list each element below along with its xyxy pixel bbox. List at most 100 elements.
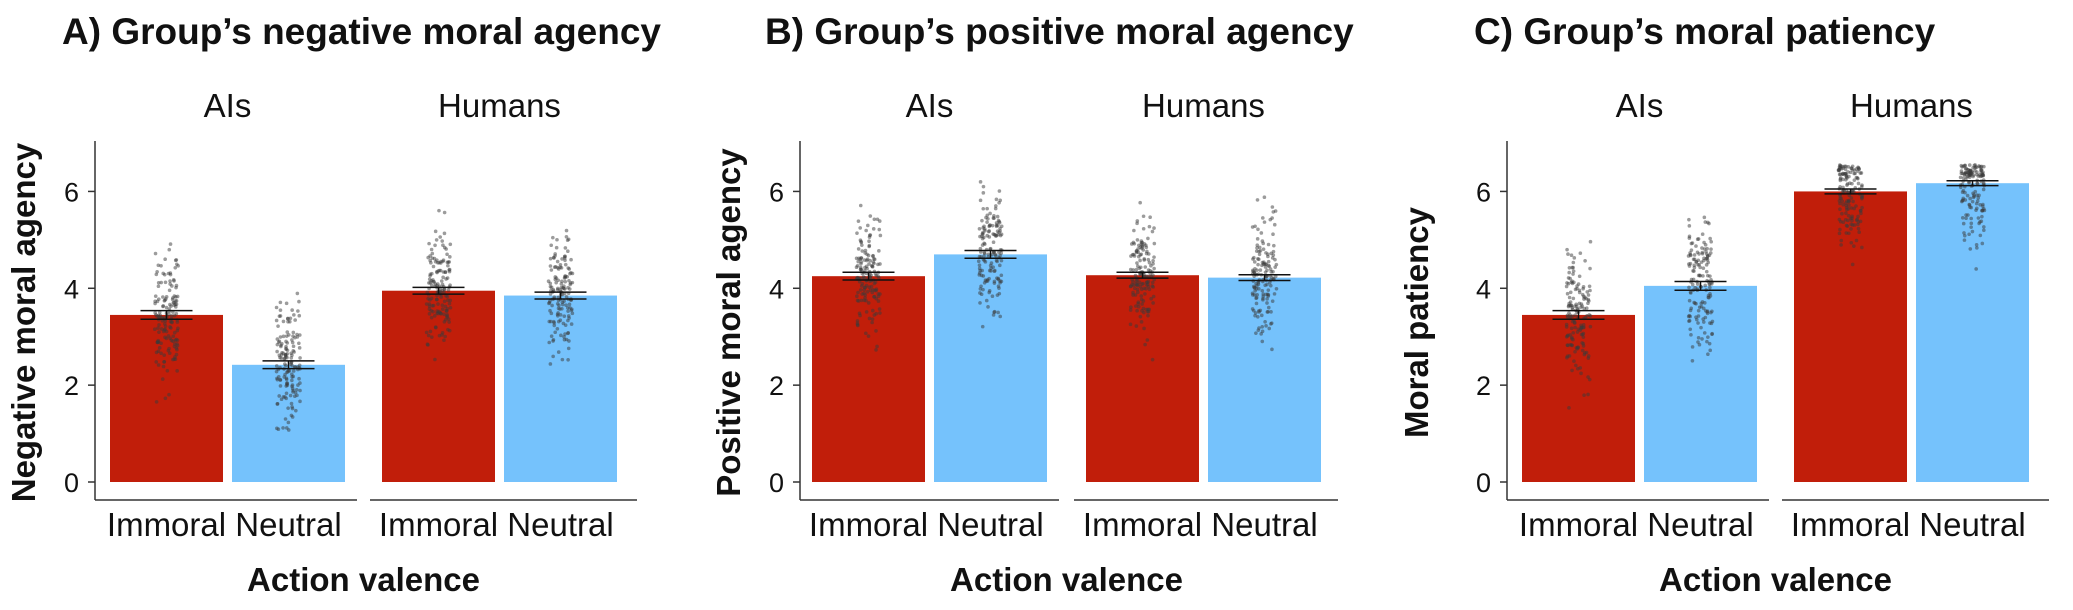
raw-point (165, 368, 170, 373)
raw-point (284, 391, 289, 396)
raw-point (163, 297, 168, 301)
raw-point (1575, 330, 1580, 334)
raw-point (1977, 221, 1981, 226)
raw-point (1567, 354, 1572, 358)
raw-point (156, 263, 161, 268)
raw-point (1709, 239, 1714, 244)
raw-point (563, 262, 568, 267)
raw-point (1564, 322, 1569, 327)
raw-point (1131, 280, 1135, 284)
raw-point (1843, 171, 1848, 176)
raw-point (558, 313, 563, 317)
raw-point (176, 264, 180, 268)
raw-point (1582, 393, 1586, 397)
raw-point (1266, 288, 1271, 292)
bar-AIs-Neutral (1644, 285, 1757, 482)
raw-point (448, 255, 452, 259)
raw-point (1848, 170, 1853, 175)
raw-point (298, 333, 302, 337)
raw-point (567, 302, 572, 307)
raw-point (168, 325, 172, 329)
raw-point (284, 301, 289, 306)
raw-point (870, 317, 875, 321)
raw-point (981, 206, 986, 211)
raw-point (1579, 371, 1583, 376)
raw-point (442, 290, 446, 295)
raw-point (275, 342, 280, 347)
facet-label: AIs (204, 87, 252, 124)
raw-point (1578, 328, 1582, 333)
raw-point (1584, 296, 1589, 301)
raw-point (859, 240, 864, 245)
raw-point (433, 260, 438, 264)
raw-point (1136, 302, 1140, 306)
raw-point (1573, 313, 1577, 318)
raw-point (877, 249, 881, 253)
raw-point (1696, 314, 1701, 318)
raw-point (1856, 214, 1860, 219)
raw-point (1860, 205, 1864, 210)
x-tick-label: Neutral (1919, 506, 2025, 543)
raw-point (856, 219, 861, 223)
raw-point (1131, 290, 1135, 295)
raw-point (430, 335, 434, 339)
raw-point (993, 233, 998, 237)
raw-point (1134, 267, 1139, 272)
x-tick-label: Immoral (1519, 506, 1638, 543)
raw-point (999, 224, 1004, 229)
raw-point (1265, 282, 1269, 287)
raw-point (1261, 241, 1266, 246)
raw-point (1701, 317, 1706, 321)
raw-point (1139, 252, 1144, 257)
raw-point (555, 287, 560, 292)
raw-point (1586, 392, 1590, 397)
raw-point (1259, 313, 1264, 318)
raw-point (297, 313, 302, 318)
raw-point (1135, 261, 1139, 265)
raw-point (1271, 210, 1276, 214)
raw-point (1845, 224, 1850, 228)
raw-point (1850, 223, 1855, 227)
raw-point (566, 309, 570, 313)
raw-point (1975, 181, 1979, 186)
raw-point (1257, 252, 1262, 257)
raw-point (283, 417, 288, 421)
raw-point (1971, 174, 1975, 179)
raw-point (1586, 356, 1591, 360)
y-tick-label: 0 (64, 468, 79, 498)
raw-point (157, 310, 162, 315)
raw-point (278, 384, 283, 388)
raw-point (1152, 266, 1156, 271)
raw-point (547, 301, 551, 306)
raw-point (287, 333, 291, 337)
raw-point (438, 235, 443, 239)
raw-point (1692, 263, 1697, 268)
raw-point (278, 355, 282, 360)
raw-point (1696, 336, 1701, 340)
facet-label: Humans (1142, 87, 1265, 124)
raw-point (983, 260, 988, 264)
raw-point (872, 261, 876, 266)
raw-point (1850, 262, 1855, 267)
raw-point (860, 249, 865, 253)
raw-point (1268, 283, 1273, 288)
raw-point (1965, 193, 1970, 198)
raw-point (1700, 337, 1704, 341)
raw-point (277, 314, 282, 318)
raw-point (1251, 257, 1255, 261)
raw-point (998, 314, 1003, 319)
raw-point (1266, 242, 1271, 247)
y-tick-label: 6 (64, 177, 79, 207)
y-tick-label: 0 (1476, 468, 1491, 498)
raw-point (426, 296, 430, 301)
raw-point (1129, 254, 1133, 258)
raw-point (566, 314, 571, 318)
raw-point (1587, 299, 1591, 303)
raw-point (1709, 281, 1714, 286)
raw-point (274, 318, 279, 323)
raw-point (1858, 209, 1863, 213)
raw-point (864, 310, 869, 314)
raw-point (163, 335, 167, 340)
raw-point (447, 301, 452, 306)
